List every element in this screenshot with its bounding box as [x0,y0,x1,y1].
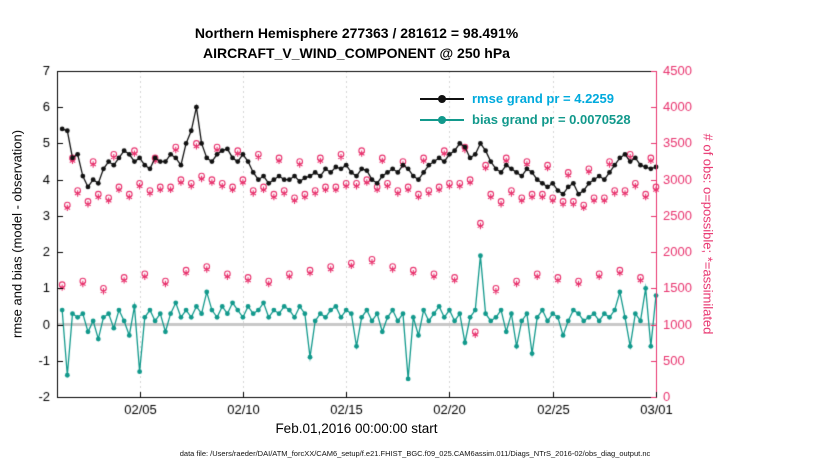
x-axis-label: Feb.01,2016 00:00:00 start [275,421,438,436]
bias-line-marker-icon [420,112,464,128]
legend-label-bias: bias grand pr = 0.0070528 [472,112,631,127]
rmse-line-marker-icon [420,91,464,107]
left-axis-label: rmse and bias (model - observation) [9,129,25,339]
legend-label-rmse: rmse grand pr = 4.2259 [472,91,614,106]
legend: rmse grand pr = 4.2259 bias grand pr = 0… [420,88,631,130]
legend-item-bias: bias grand pr = 0.0070528 [420,109,631,130]
data-file-caption: data file: /Users/raeder/DAI/ATM_forcXX/… [179,449,651,458]
legend-item-rmse: rmse grand pr = 4.2259 [420,88,631,109]
chart-title-line2: AIRCRAFT_V_WIND_COMPONENT @ 250 hPa [203,45,510,61]
chart-title-line1: Northern Hemisphere 277363 / 281612 = 98… [194,25,519,41]
right-axis-label: # of obs: o=possible; *=assimilated [700,133,716,335]
